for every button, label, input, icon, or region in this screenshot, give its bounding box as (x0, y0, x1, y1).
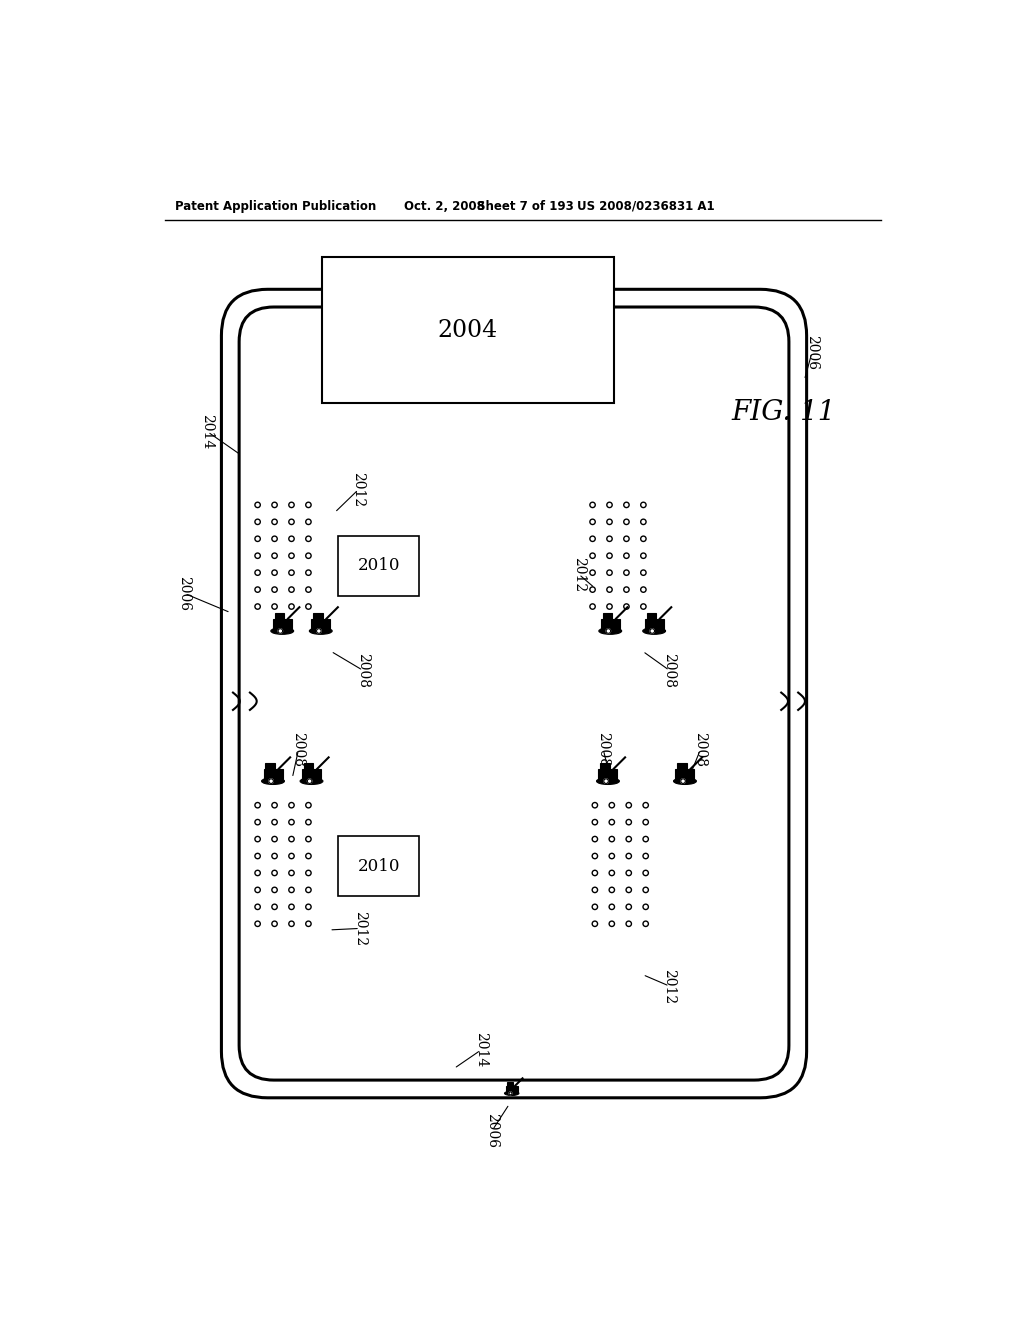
Text: 2010: 2010 (357, 858, 400, 875)
Ellipse shape (643, 628, 666, 635)
Text: Oct. 2, 2008: Oct. 2, 2008 (403, 199, 484, 213)
Bar (600, 763, 610, 768)
Text: Patent Application Publication: Patent Application Publication (175, 199, 377, 213)
Circle shape (509, 1092, 512, 1094)
Ellipse shape (597, 777, 620, 784)
Bar (598, 768, 617, 779)
Bar (646, 612, 656, 619)
Text: 2010: 2010 (357, 557, 400, 574)
Ellipse shape (505, 1092, 519, 1096)
Circle shape (606, 628, 610, 634)
Text: 2012: 2012 (353, 911, 367, 946)
Ellipse shape (261, 777, 285, 784)
Text: 2004: 2004 (437, 318, 498, 342)
Text: 2008: 2008 (663, 653, 677, 688)
Circle shape (650, 628, 654, 634)
Bar (304, 763, 313, 768)
Bar (601, 619, 620, 630)
Circle shape (269, 779, 273, 784)
Bar (677, 763, 687, 768)
Bar (263, 768, 283, 779)
Text: 2006: 2006 (485, 1113, 500, 1147)
Text: 2008: 2008 (693, 733, 708, 767)
Circle shape (307, 779, 312, 784)
Bar (311, 619, 331, 630)
Text: 2008: 2008 (292, 733, 305, 767)
Text: 2014: 2014 (474, 1032, 487, 1068)
Bar (274, 612, 284, 619)
Bar (339, 536, 419, 595)
Circle shape (604, 779, 608, 784)
Ellipse shape (599, 628, 622, 635)
Circle shape (316, 628, 322, 634)
Ellipse shape (674, 777, 696, 784)
Ellipse shape (270, 628, 294, 635)
Text: 2012: 2012 (663, 969, 677, 1003)
Bar (676, 768, 694, 779)
Bar (302, 768, 321, 779)
Bar (313, 612, 323, 619)
Text: 2012: 2012 (571, 557, 586, 591)
Bar (645, 619, 664, 630)
Bar (507, 1082, 513, 1085)
Text: FIG. 11: FIG. 11 (731, 399, 836, 426)
Text: 2012: 2012 (351, 473, 366, 507)
Bar (506, 1085, 518, 1092)
Text: US 2008/0236831 A1: US 2008/0236831 A1 (578, 199, 715, 213)
Text: 2008: 2008 (596, 733, 610, 767)
Ellipse shape (309, 628, 332, 635)
Text: Sheet 7 of 193: Sheet 7 of 193 (477, 199, 573, 213)
Circle shape (681, 779, 685, 784)
Circle shape (279, 628, 283, 634)
Bar (265, 763, 274, 768)
Text: 2006: 2006 (805, 335, 819, 370)
Ellipse shape (300, 777, 323, 784)
Bar (322, 257, 614, 404)
Bar (339, 836, 419, 896)
Text: 2014: 2014 (201, 414, 215, 449)
Text: 2006: 2006 (177, 576, 191, 611)
Bar (272, 619, 292, 630)
Bar (603, 612, 612, 619)
Text: 2008: 2008 (356, 653, 370, 688)
